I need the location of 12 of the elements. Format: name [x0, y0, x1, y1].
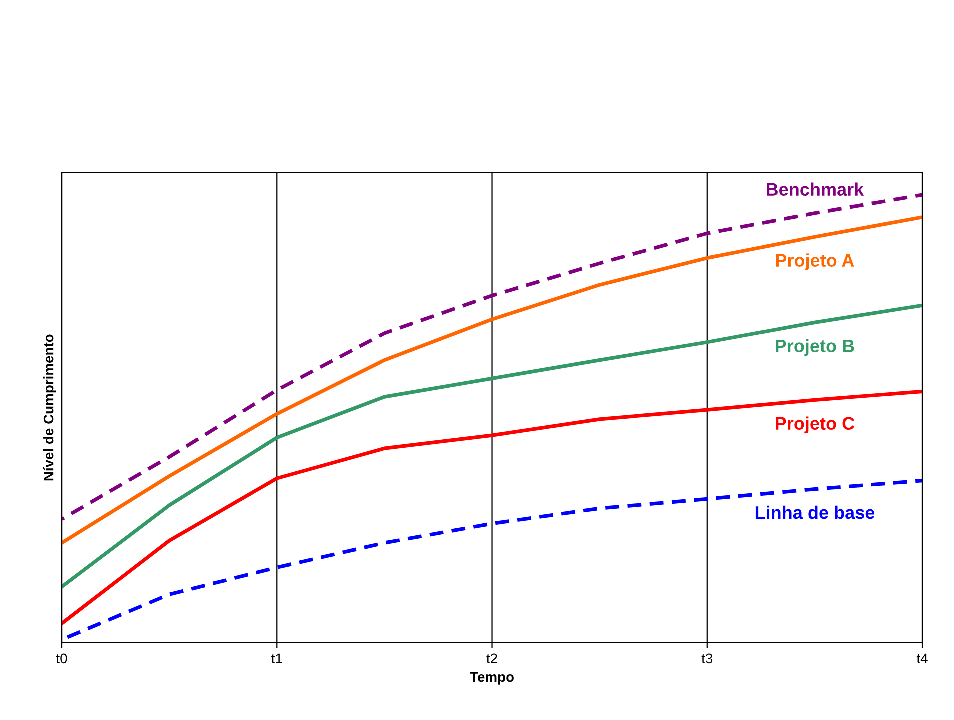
x-tick-label: t1: [272, 654, 282, 664]
series-label: Projeto B: [776, 339, 854, 356]
series-label: Projeto C: [776, 416, 855, 434]
x-tick-label: t3: [702, 654, 713, 664]
x-tick-label: t0: [56, 654, 68, 664]
series-label: Linha de base: [756, 506, 875, 520]
x-axis-title: Tempo: [470, 672, 514, 685]
y-axis-title: Nível de Cumprimento: [43, 334, 56, 481]
x-tick-label: t4: [916, 654, 928, 664]
series-label: Projeto A: [776, 254, 854, 271]
series-label: Benchmark: [766, 182, 864, 196]
x-tick-label: t2: [486, 654, 498, 664]
